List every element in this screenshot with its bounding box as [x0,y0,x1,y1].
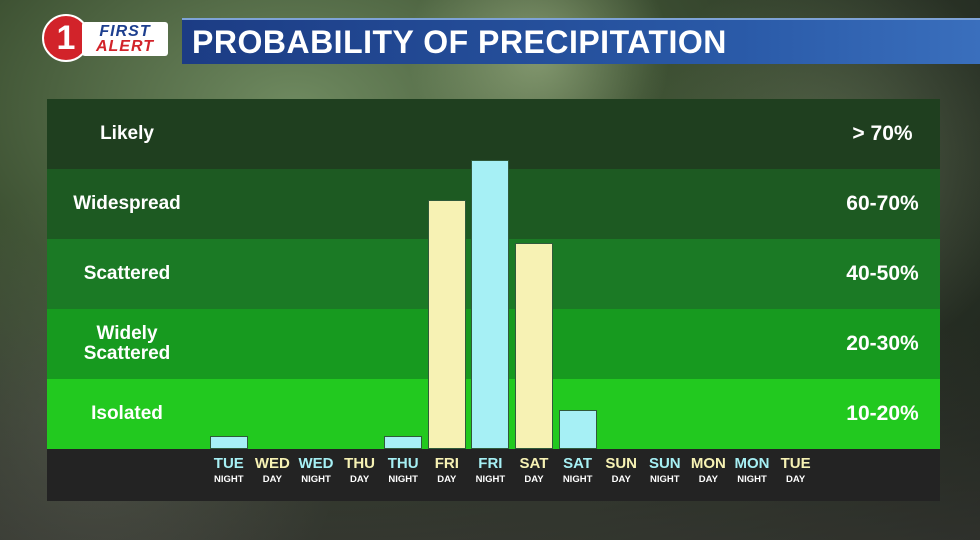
band-range: 60-70% [846,192,919,215]
tick-period: DAY [698,474,718,485]
tick-period: NIGHT [650,474,680,485]
tick-day: WED [254,455,290,472]
tick-period: NIGHT [301,474,331,485]
tick-label: FRI NIGHT [468,455,512,485]
tick-period: NIGHT [475,474,506,485]
tick-day: TUE [213,455,244,472]
tick-period: DAY [350,474,370,485]
tick-label: WED DAY [250,455,294,485]
band-label: Widespread [73,193,181,215]
tick-day: SAT [563,455,593,472]
tick-label: TUE DAY [774,455,818,485]
tick-label: SAT DAY [512,455,556,485]
band-label: Scattered [83,263,171,285]
band-likely: Likely > 70% [47,99,940,169]
band-range: 10-20% [846,402,919,425]
precipitation-chart: Likely > 70% Widespread 60-70% Scattered 40-5… [47,99,940,449]
tick-label: SUN DAY [599,455,643,485]
tick-label: FRI DAY [425,455,469,485]
tick-day: SUN [648,455,681,472]
bar-thu-night [384,435,423,449]
band-label: Likely [100,123,154,145]
bar-tue-night [209,435,248,449]
bars-layer [47,99,940,449]
tick-period: NIGHT [737,474,767,485]
logo-line2: ALERT [95,38,155,55]
tick-label: WED NIGHT [294,455,338,485]
band-label: Isolated [91,403,163,425]
band-range: > 70% [852,122,913,145]
tick-label: TUE NIGHT [207,455,251,485]
bar-sat-night [558,409,597,449]
tick-period: DAY [437,474,457,485]
tick-label: THU NIGHT [381,455,425,485]
tick-day: THU [387,455,419,472]
tick-period: NIGHT [388,474,418,485]
tick-day: FRI [434,455,459,472]
tick-day: FRI [478,455,503,472]
tick-day: MON [734,455,770,472]
tick-label: SAT NIGHT [556,455,600,485]
band-range: 40-50% [846,262,919,285]
tick-period: NIGHT [562,474,593,485]
chart-title: PROBABILITY OF PRECIPITATION [192,23,727,60]
tick-day: SAT [519,455,549,472]
tick-period: DAY [611,474,631,485]
tick-day: TUE [780,455,811,472]
tick-label: SUN NIGHT [643,455,687,485]
bar-sat-day [515,243,553,449]
tick-label: MON DAY [686,455,730,485]
tick-period: DAY [524,474,544,485]
tick-period: NIGHT [214,474,244,485]
logo-line1: FIRST [99,22,151,40]
band-label: Widely Scattered [83,323,171,364]
tick-day: SUN [605,455,638,472]
logo-wordmark: FIRST ALERT [82,22,168,56]
bar-fri-day [427,199,466,449]
tick-label: MON NIGHT [730,455,774,485]
x-axis: TUE NIGHT WED DAY WED NIGHT THU DAY THU NIGHT FRI D… [47,449,940,501]
bar-fri-night [471,160,510,449]
first-alert-logo: 1 FIRST ALERT [42,14,168,64]
title-bar: PROBABILITY OF PRECIPITATION [182,18,980,64]
tick-day: WED [298,455,334,472]
tick-day: THU [344,455,375,472]
tick-period: DAY [262,474,282,485]
tick-period: DAY [786,474,806,485]
tick-day: MON [690,455,726,472]
band-range: 20-30% [846,332,919,355]
tick-label: THU DAY [338,455,382,485]
